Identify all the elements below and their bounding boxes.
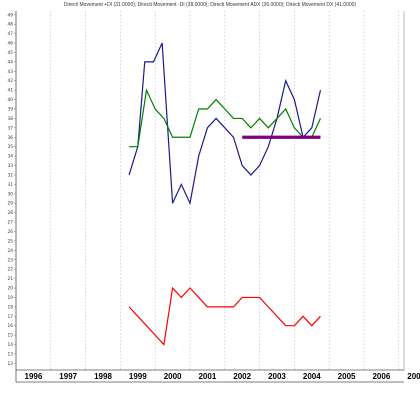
y-tick-label: 12 [8, 361, 14, 367]
y-tick-label: 32 [8, 172, 14, 178]
y-tick-label: 29 [8, 201, 14, 207]
y-tick-label: 18 [8, 304, 14, 310]
y-tick-label: 44 [8, 59, 14, 65]
x-axis-ticks: 1996 1997 1998 1999 2000 2001 2002 2003 2004 2005… [25, 372, 420, 381]
y-tick-label: 36 [8, 135, 14, 141]
y-tick-label: 46 [8, 41, 14, 47]
x-tick-label: 2002 [233, 372, 251, 381]
y-tick-label: 21 [8, 276, 14, 282]
grid [15, 11, 400, 370]
x-tick-label: 2007 [407, 372, 420, 381]
y-tick-label: 14 [8, 342, 14, 348]
chart-title: Directi Movement +DI (31.0000); Directi … [64, 2, 357, 8]
y-axis-ticks: 12 13 14 15 16 17 18 19 20 21 22 23 24 25 26 27 28 29 30 31… [8, 12, 16, 367]
series-lines [128, 42, 322, 346]
y-tick-label: 41 [8, 88, 14, 94]
y-tick-label: 28 [8, 210, 14, 216]
x-tick-label: 2006 [372, 372, 390, 381]
x-tick-label: 1996 [25, 372, 43, 381]
y-tick-label: 43 [8, 69, 14, 75]
x-tick-label: 2004 [303, 372, 321, 381]
x-tick-label: 2005 [338, 372, 356, 381]
y-tick-label: 48 [8, 22, 14, 28]
x-tick-label: 2000 [164, 372, 182, 381]
y-tick-label: 37 [8, 125, 14, 131]
y-tick-label: 17 [8, 314, 14, 320]
y-tick-label: 15 [8, 333, 14, 339]
y-tick-label: 25 [8, 238, 14, 244]
series-line-0 [128, 42, 322, 206]
series-line-1 [129, 88, 322, 148]
y-tick-label: 47 [8, 31, 14, 37]
x-tick-label: 2001 [198, 372, 216, 381]
y-tick-label: 38 [8, 116, 14, 122]
y-tick-label: 23 [8, 257, 14, 263]
y-tick-label: 39 [8, 106, 14, 112]
y-tick-label: 27 [8, 220, 14, 226]
y-tick-label: 30 [8, 191, 14, 197]
y-tick-label: 42 [8, 78, 14, 84]
y-tick-label: 24 [8, 248, 14, 254]
x-tick-label: 1998 [94, 372, 112, 381]
series-line-3 [128, 286, 321, 346]
x-tick-label: 1999 [129, 372, 147, 381]
y-tick-label: 45 [8, 50, 14, 56]
y-tick-label: 34 [8, 154, 14, 160]
y-tick-label: 33 [8, 163, 14, 169]
y-tick-label: 26 [8, 229, 14, 235]
axes [15, 11, 405, 383]
y-tick-label: 16 [8, 323, 14, 329]
y-tick-label: 35 [8, 144, 14, 150]
y-tick-label: 40 [8, 97, 14, 103]
x-tick-label: 1997 [59, 372, 77, 381]
y-tick-label: 49 [8, 12, 14, 18]
y-tick-label: 20 [8, 286, 14, 292]
y-tick-label: 22 [8, 267, 14, 273]
y-tick-label: 13 [8, 351, 14, 357]
x-tick-label: 2003 [268, 372, 286, 381]
y-tick-label: 19 [8, 295, 14, 301]
y-tick-label: 31 [8, 182, 14, 188]
